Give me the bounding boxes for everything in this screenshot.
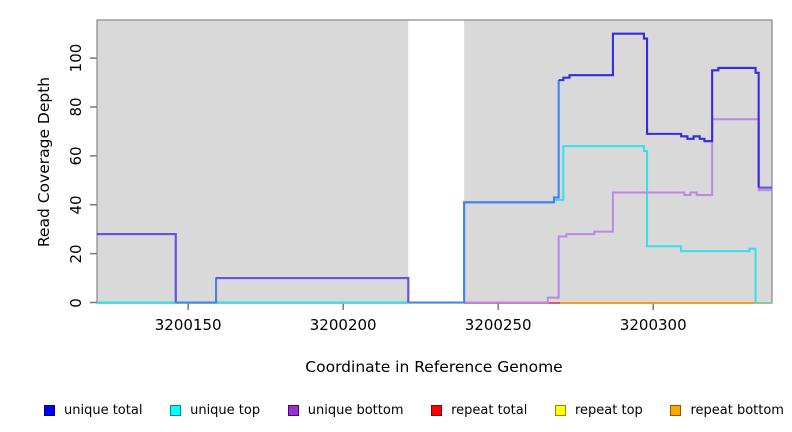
legend-item: unique bottom <box>287 402 404 418</box>
legend-label: repeat total <box>451 402 528 418</box>
shaded-region <box>97 20 409 303</box>
y-axis-title: Read Coverage Depth <box>35 76 53 248</box>
y-tick-label: 60 <box>67 146 85 166</box>
legend-item: repeat total <box>431 403 527 418</box>
legend-label: repeat top <box>575 402 643 418</box>
y-tick-label: 100 <box>67 43 85 73</box>
y-tick-label: 0 <box>67 297 85 308</box>
legend-item: repeat bottom <box>670 403 784 418</box>
series-unique-total <box>97 233 177 303</box>
legend-swatch-icon <box>670 404 682 416</box>
y-tick-label: 20 <box>67 244 85 264</box>
series-unique-total <box>216 277 410 303</box>
legend-swatch-icon <box>44 404 55 416</box>
x-axis-title: Coordinate in Reference Genome <box>305 358 563 376</box>
series-unique-total <box>558 32 760 188</box>
legend-label: repeat bottom <box>690 402 784 418</box>
x-tick-label: 3200300 <box>619 316 687 334</box>
y-tick-label: 80 <box>67 97 85 117</box>
legend: unique total unique top unique bottom repea… <box>44 399 784 421</box>
series-unique-total <box>175 278 218 304</box>
legend-item: unique top <box>170 403 260 418</box>
legend-label: unique total <box>64 402 143 418</box>
legend-item: repeat top <box>555 403 643 418</box>
shaded-region <box>464 20 772 303</box>
legend-swatch-icon <box>287 404 299 416</box>
legend-label: unique top <box>190 402 261 418</box>
legend-item: unique total <box>44 403 142 418</box>
legend-swatch-icon <box>170 404 182 416</box>
legend-swatch-icon <box>431 404 443 416</box>
x-tick-label: 3200150 <box>154 316 222 334</box>
x-tick-label: 3200250 <box>464 316 532 334</box>
y-tick-label: 40 <box>67 195 85 215</box>
x-tick-label: 3200200 <box>309 316 377 334</box>
legend-label: unique bottom <box>307 402 404 418</box>
legend-swatch-icon <box>555 404 566 416</box>
series-unique-total <box>408 80 560 304</box>
